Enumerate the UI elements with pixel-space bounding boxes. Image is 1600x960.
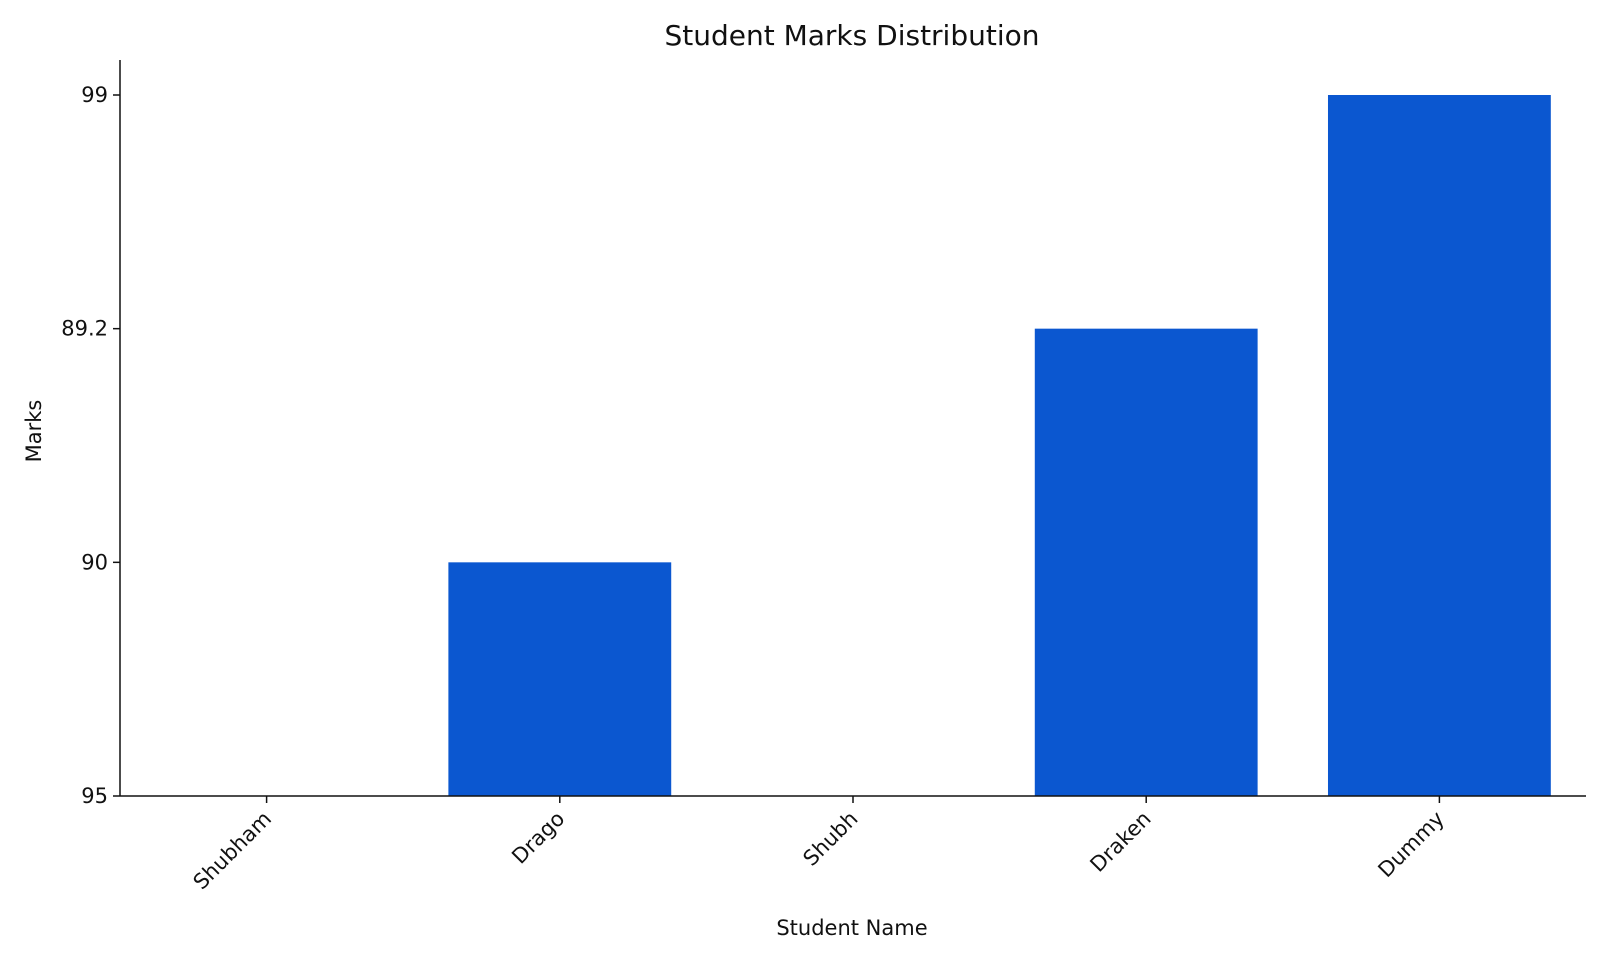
- x-tick-label-dummy: Dummy: [1373, 807, 1449, 883]
- x-tick-label-shubham: Shubham: [189, 807, 277, 895]
- x-axis-label: Student Name: [776, 916, 927, 940]
- y-tick-label: 89.2: [61, 317, 108, 341]
- bar-drago: [448, 562, 672, 796]
- y-ticks-group: 95 90 89.2 99: [61, 83, 120, 808]
- x-ticks-group: Shubham Drago Shubh Draken Dummy: [189, 796, 1449, 894]
- bars-group: [448, 95, 1551, 796]
- x-tick-label-drago: Drago: [507, 807, 569, 869]
- bar-dummy: [1327, 95, 1551, 796]
- y-tick-label: 95: [81, 784, 108, 808]
- bar-draken: [1034, 328, 1258, 796]
- x-tick-label-draken: Draken: [1085, 807, 1155, 877]
- y-tick-label: 99: [81, 83, 108, 107]
- x-tick-label-shubh: Shubh: [798, 807, 862, 871]
- y-tick-label: 90: [81, 550, 108, 574]
- chart-title: Student Marks Distribution: [664, 19, 1039, 52]
- y-axis-label: Marks: [22, 400, 46, 463]
